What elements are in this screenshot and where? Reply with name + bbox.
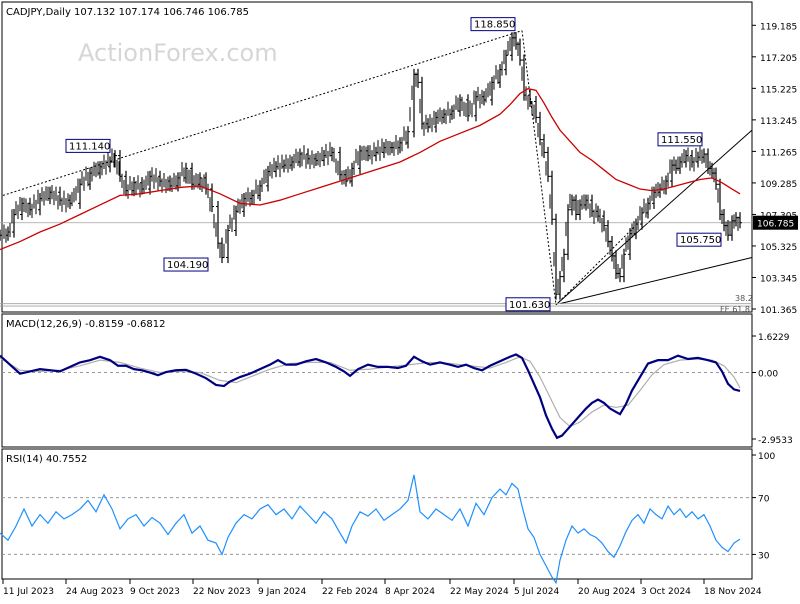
moving-average-line: [0, 88, 741, 251]
watermark: ActionForex.com: [78, 39, 278, 67]
current-price-label: 106.785: [757, 220, 794, 230]
price-y-tick-label: 105.325: [760, 243, 797, 253]
x-tick-label: 22 Nov 2023: [193, 587, 251, 597]
price-y-tick-label: 119.185: [760, 22, 797, 32]
x-tick-label: 24 Aug 2023: [66, 587, 124, 597]
x-tick-label: 9 Oct 2023: [130, 587, 180, 597]
macd-panel: 1.6229 0.00 -2.9533: [0, 333, 793, 446]
price-frame: [1, 1, 753, 313]
price-header: CADJPY,Daily 107.132 107.174 106.746 106…: [6, 7, 249, 18]
price-label-box: [470, 17, 516, 32]
price-y-tick-label: 111.265: [760, 148, 797, 158]
fib-label: 38.2: [735, 294, 753, 303]
trendline: [555, 129, 753, 306]
price-label: 111.140: [69, 141, 110, 152]
price-label: 105.750: [680, 235, 721, 246]
rsi-frame: [1, 448, 753, 580]
x-tick-label: 22 Feb 2024: [322, 587, 378, 597]
price-y-tick-label: 113.245: [760, 117, 797, 127]
price-label-box: [657, 132, 703, 147]
macd-y-tick-label: 0.00: [758, 370, 778, 380]
x-tick-label: 8 Apr 2024: [385, 587, 435, 597]
price-label: 111.550: [661, 135, 702, 146]
price-y-tick-label: 101.365: [760, 306, 797, 316]
rsi-y-tick-label: 30: [758, 551, 770, 561]
price-label: 101.630: [509, 300, 550, 311]
trendline: [521, 30, 557, 305]
macd-y-tick-label: -2.9533: [758, 436, 793, 446]
macd-header: MACD(12,26,9) -0.8159 -0.6812: [6, 319, 166, 330]
price-label-box: [676, 232, 722, 247]
x-tick-label: 5 Jul 2024: [514, 587, 559, 597]
x-tick-label: 22 May 2024: [450, 587, 509, 597]
rsi-header: RSI(14) 40.7552: [6, 454, 87, 465]
price-panel: 119.185 117.205 115.225 113.245 111.265 109.2…: [0, 17, 798, 316]
trendline: [2, 30, 523, 196]
x-tick-label: 3 Oct 2024: [641, 587, 691, 597]
x-tick-label: 18 Nov 2024: [704, 587, 762, 597]
price-y-tick-label: 103.345: [760, 274, 797, 284]
macd-signal-line: [0, 356, 741, 428]
price-label-box: [163, 257, 209, 272]
x-tick-label: 20 Aug 2024: [578, 587, 636, 597]
macd-y-tick-label: 1.6229: [758, 333, 790, 343]
price-label-box: [505, 297, 551, 312]
price-label-box: [65, 138, 111, 153]
rsi-panel: 100 70 30: [0, 452, 775, 585]
fib-label: FE 61.8: [720, 305, 750, 314]
price-y-tick-label: 115.225: [760, 85, 797, 95]
current-price-tag: [753, 215, 798, 230]
x-axis: 11 Jul 2023 24 Aug 2023 9 Oct 2023 22 Nov 2…: [2, 579, 762, 597]
trendline: [559, 257, 753, 305]
rsi-y-tick-label: 70: [758, 495, 770, 505]
x-tick-label: 11 Jul 2023: [3, 587, 54, 597]
price-label: 118.850: [474, 20, 515, 31]
x-tick-label: 9 Jan 2024: [258, 587, 306, 597]
price-y-tick-label: 109.285: [760, 180, 797, 190]
price-label: 104.190: [167, 260, 208, 271]
macd-frame: [1, 313, 753, 448]
price-y-tick-label: 117.205: [760, 54, 797, 64]
rsi-line: [0, 474, 741, 585]
rsi-y-tick-label: 100: [758, 452, 775, 462]
macd-line: [0, 353, 741, 440]
